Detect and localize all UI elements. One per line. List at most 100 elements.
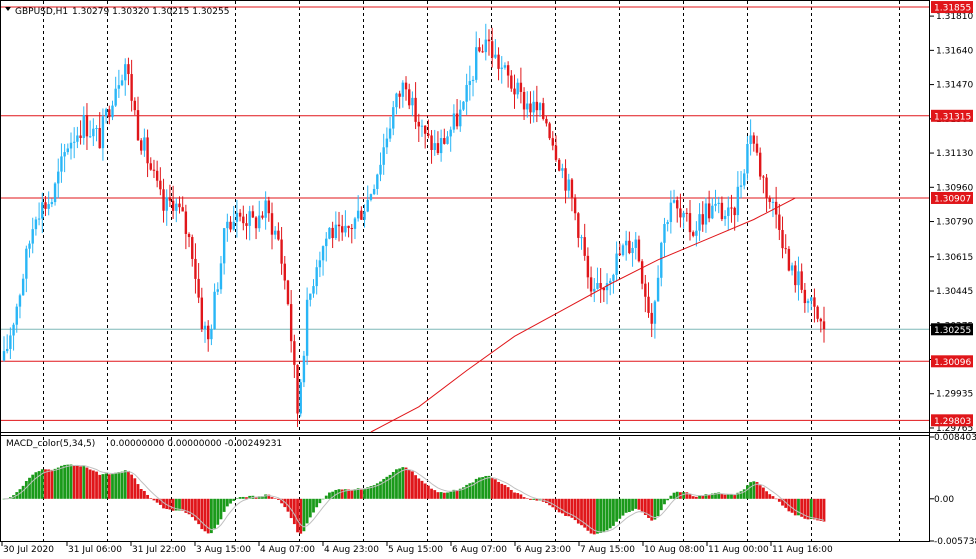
macd-bar bbox=[276, 498, 280, 500]
candle-body bbox=[63, 152, 66, 157]
macd-bar bbox=[168, 498, 172, 510]
macd-bar bbox=[72, 465, 76, 499]
candle-body bbox=[535, 101, 539, 111]
time-tick-label: 11 Aug 00:00 bbox=[708, 545, 769, 555]
candle-body bbox=[302, 355, 306, 383]
price-tick-label: 1.30615 bbox=[936, 253, 973, 263]
macd-bar bbox=[366, 487, 370, 499]
candle-body bbox=[746, 143, 749, 174]
candle-body bbox=[589, 277, 593, 292]
candle-body bbox=[656, 277, 660, 302]
candle-body bbox=[628, 240, 631, 254]
macd-bar bbox=[417, 478, 421, 499]
candle-body bbox=[739, 185, 743, 187]
candle-body bbox=[554, 145, 558, 160]
macd-bar bbox=[312, 498, 315, 513]
candle-body bbox=[242, 216, 245, 224]
macd-bar bbox=[382, 478, 386, 499]
macd-bar bbox=[75, 465, 79, 499]
candle-body bbox=[238, 212, 242, 217]
macd-bar bbox=[353, 489, 357, 499]
candle-body bbox=[50, 202, 54, 205]
macd-bar bbox=[471, 482, 475, 499]
macd-bar bbox=[264, 494, 268, 499]
candle-body bbox=[143, 137, 146, 151]
macd-bar bbox=[784, 498, 788, 508]
macd-bar bbox=[398, 468, 402, 499]
macd-bar bbox=[123, 470, 127, 499]
candle-body bbox=[455, 113, 459, 127]
time-tick-label: 10 Aug 08:00 bbox=[644, 545, 705, 555]
time-tick-label: 7 Aug 15:00 bbox=[580, 545, 635, 555]
macd-bar bbox=[535, 498, 539, 501]
candle-body bbox=[755, 143, 759, 153]
candle-body bbox=[191, 237, 194, 259]
candle-body bbox=[28, 243, 31, 249]
macd-bar bbox=[474, 478, 478, 499]
candle-body bbox=[187, 233, 191, 238]
macd-bar bbox=[522, 497, 526, 499]
candle-body bbox=[819, 318, 823, 322]
macd-bar bbox=[95, 471, 98, 499]
macd-bar bbox=[481, 477, 484, 499]
candle-body bbox=[21, 278, 25, 296]
candle-body bbox=[506, 65, 510, 76]
candle-body bbox=[315, 267, 318, 287]
candle-body bbox=[660, 242, 663, 278]
candle-body bbox=[490, 41, 494, 58]
macd-bar bbox=[567, 498, 571, 517]
macd-bar bbox=[666, 498, 670, 501]
macd-bar bbox=[107, 474, 111, 499]
macd-bar bbox=[513, 492, 516, 499]
macd-bar bbox=[596, 498, 599, 534]
macd-bar bbox=[551, 498, 555, 508]
macd-bar bbox=[618, 498, 622, 519]
candle-body bbox=[634, 239, 637, 248]
candle-body bbox=[235, 212, 239, 222]
macd-tick-label: 0.0084034 bbox=[934, 433, 976, 443]
macd-bar bbox=[637, 498, 641, 510]
candle-body bbox=[653, 301, 657, 324]
candle-body bbox=[347, 225, 350, 229]
candle-body bbox=[92, 128, 95, 137]
level-label-bg bbox=[931, 355, 973, 368]
candle-body bbox=[136, 110, 140, 141]
candle-body bbox=[516, 82, 519, 95]
level-label: 1.31855 bbox=[934, 4, 971, 14]
macd-bar bbox=[800, 498, 804, 517]
macd-bar bbox=[229, 498, 232, 504]
candle-body bbox=[676, 200, 679, 209]
macd-bar bbox=[203, 498, 207, 532]
candle-body bbox=[797, 271, 800, 286]
macd-bar bbox=[714, 492, 717, 499]
macd-axis: 0.0084034 0.00 -0.0057381 bbox=[930, 433, 976, 547]
horizontal-levels[interactable] bbox=[1, 6, 929, 421]
macd-bar bbox=[669, 495, 673, 499]
chevron-down-icon[interactable] bbox=[5, 7, 11, 11]
macd-bar bbox=[190, 498, 194, 518]
candle-body bbox=[618, 253, 621, 256]
macd-bar bbox=[640, 498, 644, 513]
candle-body bbox=[175, 203, 178, 211]
macd-bar bbox=[232, 498, 236, 501]
macd-bar bbox=[458, 488, 462, 499]
candle-body bbox=[184, 211, 188, 234]
macd-bar bbox=[420, 480, 424, 499]
candle-body bbox=[120, 80, 124, 86]
candle-body bbox=[822, 321, 826, 330]
candle-body bbox=[66, 148, 70, 153]
candle-body bbox=[503, 65, 507, 68]
macd-bar bbox=[369, 486, 373, 499]
candle-body bbox=[69, 142, 73, 149]
macd-bar bbox=[746, 485, 749, 499]
macd-bar bbox=[344, 489, 347, 499]
candle-body bbox=[417, 121, 420, 127]
candle-body bbox=[267, 200, 271, 214]
macd-bar bbox=[813, 498, 816, 520]
candle-body bbox=[404, 82, 408, 90]
macd-bar bbox=[101, 474, 105, 499]
macd-bar bbox=[790, 498, 794, 513]
candle-body bbox=[790, 265, 794, 271]
candle-body bbox=[251, 211, 255, 218]
